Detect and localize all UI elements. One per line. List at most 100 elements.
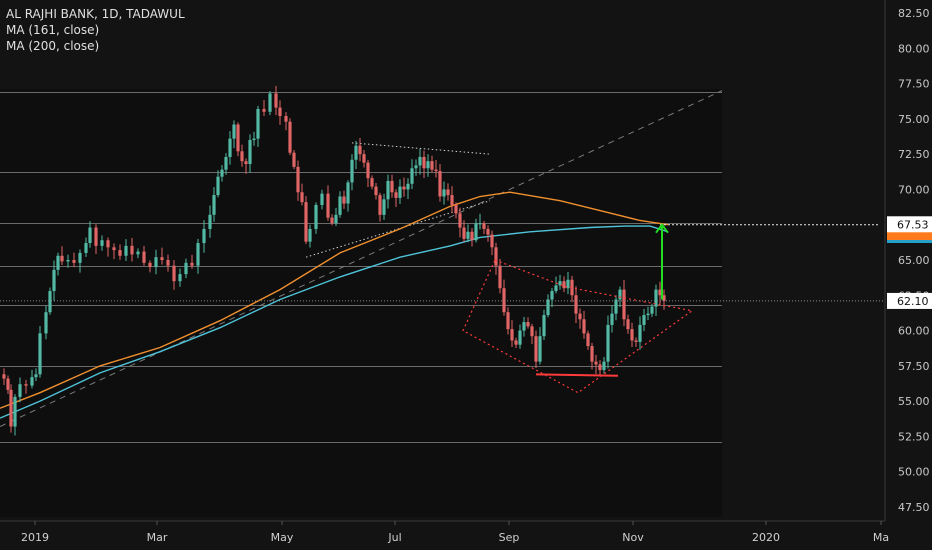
candle-body xyxy=(554,285,558,292)
candle xyxy=(530,323,534,345)
candle xyxy=(78,249,82,273)
candle xyxy=(52,260,56,301)
candle xyxy=(300,183,304,206)
candle xyxy=(268,91,272,116)
candle-body xyxy=(618,289,622,300)
time-tick-label: Jul xyxy=(387,531,401,544)
candle-body xyxy=(430,161,434,170)
price-axis[interactable]: 82.5080.0077.5075.0072.5070.0067.5065.00… xyxy=(898,7,930,514)
candle xyxy=(262,99,266,116)
candle-body xyxy=(522,322,526,331)
candle-body xyxy=(534,336,538,362)
ma200-line xyxy=(0,225,669,419)
candle xyxy=(466,224,470,243)
ma161-legend[interactable]: MA (161, close) xyxy=(6,23,100,37)
candle-body xyxy=(44,312,48,334)
candle-body xyxy=(224,156,228,170)
candle xyxy=(410,159,414,190)
candle-body xyxy=(262,108,266,112)
candle xyxy=(662,289,666,310)
candle xyxy=(450,186,454,213)
time-tick-label: Sep xyxy=(499,531,520,544)
candle xyxy=(606,315,610,369)
candle xyxy=(296,160,300,201)
candle-body xyxy=(414,165,418,169)
candle xyxy=(582,310,586,339)
candle-body xyxy=(284,116,288,122)
candle-body xyxy=(490,234,494,248)
candle xyxy=(462,220,466,243)
candle xyxy=(486,225,490,242)
ma200-legend[interactable]: MA (200, close) xyxy=(6,39,100,53)
chart-legend: AL RAJHI BANK, 1D, TADAWUL MA (161, clos… xyxy=(6,6,185,54)
candle-body xyxy=(112,247,116,251)
candle xyxy=(574,286,578,324)
candle xyxy=(598,360,602,375)
candle xyxy=(196,238,200,274)
candle-body xyxy=(366,162,370,179)
candle-body xyxy=(386,180,390,200)
candle xyxy=(124,239,128,261)
candle xyxy=(430,155,434,173)
candle xyxy=(490,230,494,256)
ma200-axis-tag xyxy=(887,240,932,244)
candle xyxy=(30,369,34,389)
symbol-title[interactable]: AL RAJHI BANK, 1D, TADAWUL xyxy=(6,7,185,21)
candle xyxy=(510,320,514,347)
candle-body xyxy=(498,265,502,289)
candle xyxy=(60,246,64,265)
candle-body xyxy=(248,140,252,165)
candle-body xyxy=(434,169,438,172)
candle-body xyxy=(190,262,194,266)
candle-body xyxy=(374,186,378,196)
candle-body xyxy=(166,259,170,266)
candle xyxy=(278,100,282,125)
price-tick-label: 47.50 xyxy=(898,501,930,514)
time-tick-label: May xyxy=(271,531,294,544)
candle-body xyxy=(486,228,490,235)
wedge-upper-line xyxy=(351,142,491,155)
candle-body xyxy=(394,192,398,198)
candle xyxy=(454,202,458,219)
time-axis[interactable]: 2019 Mar May Jul Sep Nov 2020 Ma xyxy=(21,521,889,544)
candle-body xyxy=(136,251,140,255)
candle xyxy=(202,220,206,253)
candle-body xyxy=(354,145,358,160)
candle xyxy=(38,326,42,378)
candle-body xyxy=(178,274,182,282)
candle-body xyxy=(566,279,570,289)
last-price-label: 62.10 xyxy=(897,295,929,308)
time-tick-label: 2019 xyxy=(21,531,49,544)
candle-body xyxy=(650,306,654,314)
candle-body xyxy=(470,231,474,241)
price-tick-label: 52.50 xyxy=(898,430,930,443)
price-tick-label: 50.00 xyxy=(898,466,930,479)
candle-body xyxy=(646,313,650,316)
candle xyxy=(366,159,370,188)
candle-body xyxy=(84,243,88,253)
candle-body xyxy=(202,228,206,244)
candle xyxy=(100,235,104,251)
candle-body xyxy=(154,257,158,268)
candle xyxy=(172,260,176,290)
candle xyxy=(418,148,422,175)
candle xyxy=(166,254,170,272)
candle-body xyxy=(78,252,82,263)
candle-body xyxy=(296,166,300,193)
candle-body xyxy=(442,189,446,197)
candle xyxy=(550,287,554,308)
candle-body xyxy=(622,289,626,320)
candle-body xyxy=(292,152,296,167)
candle-body xyxy=(402,186,406,190)
candle xyxy=(402,177,406,197)
candle-body xyxy=(18,384,22,397)
candle-body xyxy=(494,247,498,266)
candle xyxy=(94,224,98,254)
candle-body xyxy=(38,333,42,375)
candle xyxy=(72,252,76,268)
candle-body xyxy=(288,121,292,153)
candle xyxy=(236,122,240,157)
candle-body xyxy=(418,156,422,166)
candle xyxy=(506,307,510,335)
